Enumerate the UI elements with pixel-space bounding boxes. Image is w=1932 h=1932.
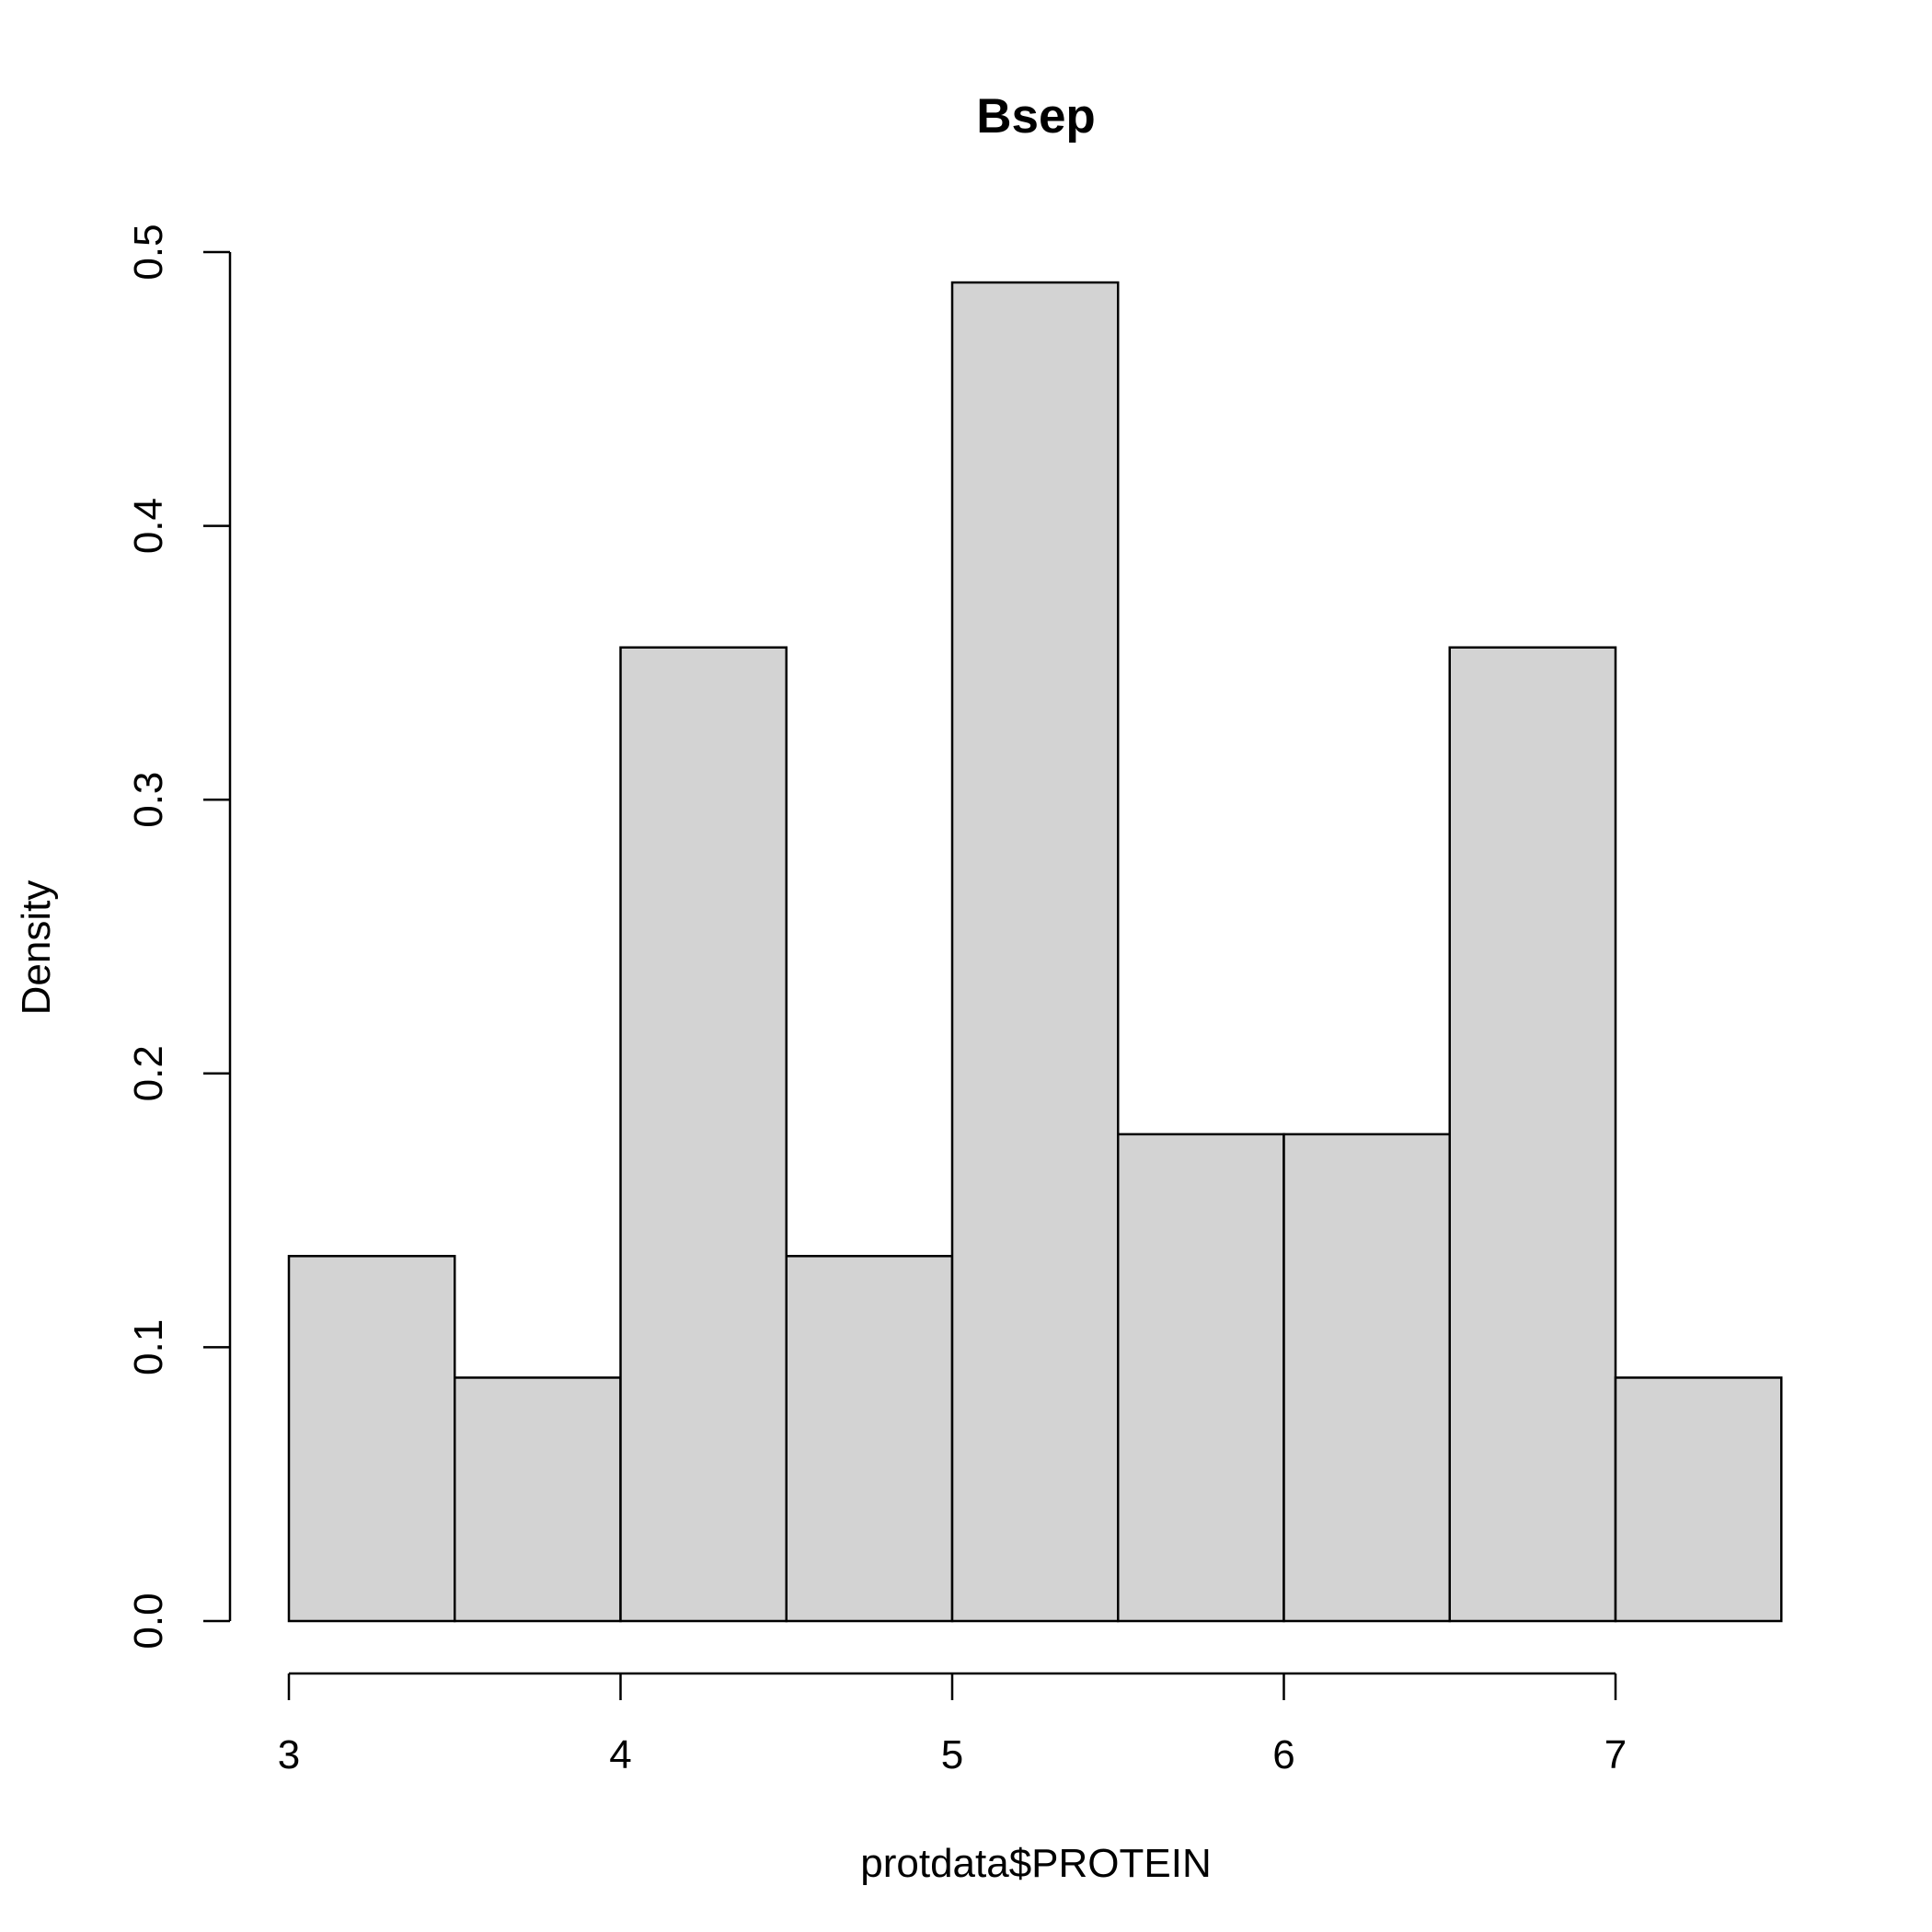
y-tick-label-2: 0.2 xyxy=(126,1045,171,1101)
histogram-bar-3 xyxy=(619,646,788,1623)
chart-title: Bsep xyxy=(976,89,1096,144)
x-tick-label-2: 5 xyxy=(941,1732,963,1777)
x-tick-label-1: 4 xyxy=(609,1732,631,1777)
x-axis-title: protdata$PROTEIN xyxy=(860,1841,1212,1886)
y-tick-label-0: 0.0 xyxy=(126,1593,171,1649)
x-tick-label-3: 6 xyxy=(1272,1732,1294,1777)
histogram-bar-5 xyxy=(950,281,1120,1623)
y-tick-label-3: 0.3 xyxy=(126,772,171,828)
x-tick-label-0: 3 xyxy=(278,1732,300,1777)
y-axis-title: Density xyxy=(14,880,59,1016)
histogram-bar-9 xyxy=(1614,1376,1783,1623)
y-tick-label-1: 0.1 xyxy=(126,1319,171,1375)
bars-group xyxy=(287,281,1783,1623)
histogram-bar-1 xyxy=(287,1255,456,1623)
y-axis: 0.0 0.1 0.2 0.3 0.4 0.5 xyxy=(126,224,232,1650)
y-tick-label-4: 0.4 xyxy=(126,498,171,554)
histogram-bar-7 xyxy=(1282,1133,1451,1623)
x-axis: 3 4 5 6 7 xyxy=(278,1672,1627,1777)
y-tick-label-5: 0.5 xyxy=(126,224,171,280)
histogram-bar-4 xyxy=(785,1255,954,1623)
histogram-bar-8 xyxy=(1448,646,1617,1623)
histogram-bar-2 xyxy=(454,1376,622,1623)
histogram-bar-6 xyxy=(1117,1133,1285,1623)
x-tick-label-4: 7 xyxy=(1604,1732,1627,1777)
